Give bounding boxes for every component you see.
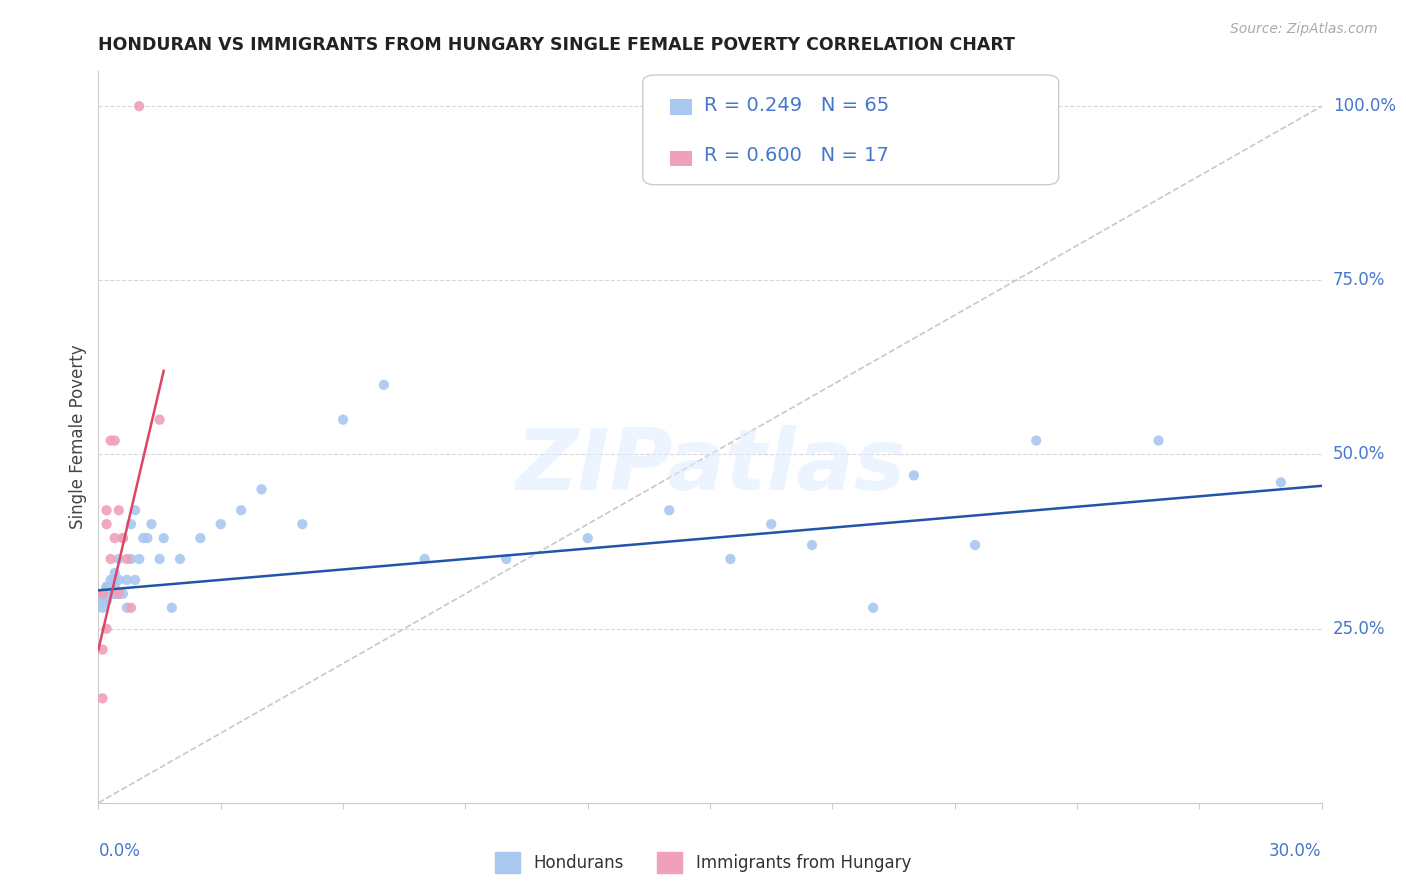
- Point: [115, 573, 138, 587]
- Point: [108, 552, 131, 566]
- Point: [862, 600, 884, 615]
- Point: [100, 580, 122, 594]
- Point: [120, 552, 142, 566]
- Point: [373, 377, 395, 392]
- Text: HONDURAN VS IMMIGRANTS FROM HUNGARY SINGLE FEMALE POVERTY CORRELATION CHART: HONDURAN VS IMMIGRANTS FROM HUNGARY SING…: [98, 36, 1015, 54]
- Point: [149, 412, 172, 426]
- Point: [91, 600, 114, 615]
- Point: [96, 594, 118, 608]
- Point: [96, 580, 118, 594]
- Point: [111, 531, 134, 545]
- Point: [718, 552, 742, 566]
- Point: [108, 587, 131, 601]
- Point: [332, 412, 354, 426]
- Point: [91, 587, 114, 601]
- Point: [104, 587, 127, 601]
- Point: [91, 594, 114, 608]
- Point: [152, 531, 174, 545]
- Point: [96, 517, 118, 532]
- Text: 0.0%: 0.0%: [98, 842, 141, 860]
- Point: [169, 552, 191, 566]
- FancyBboxPatch shape: [669, 99, 692, 115]
- Point: [1025, 434, 1047, 448]
- Point: [124, 573, 146, 587]
- Point: [413, 552, 436, 566]
- Point: [128, 99, 150, 113]
- Point: [291, 517, 314, 532]
- FancyBboxPatch shape: [669, 151, 692, 167]
- Point: [96, 587, 118, 601]
- Point: [658, 503, 681, 517]
- Text: 50.0%: 50.0%: [1333, 445, 1385, 464]
- FancyBboxPatch shape: [643, 75, 1059, 185]
- Point: [100, 587, 122, 601]
- Point: [801, 538, 824, 552]
- Point: [128, 552, 150, 566]
- Point: [91, 587, 114, 601]
- Point: [104, 573, 127, 587]
- Text: R = 0.249   N = 65: R = 0.249 N = 65: [704, 96, 889, 115]
- Point: [903, 468, 925, 483]
- Point: [100, 573, 122, 587]
- Point: [124, 503, 146, 517]
- Point: [111, 531, 134, 545]
- Point: [965, 538, 987, 552]
- Point: [250, 483, 273, 497]
- Point: [115, 552, 138, 566]
- Point: [231, 503, 253, 517]
- Point: [1270, 475, 1292, 490]
- Point: [91, 587, 114, 601]
- Point: [96, 503, 118, 517]
- Point: [1147, 434, 1170, 448]
- Point: [96, 580, 118, 594]
- Point: [100, 552, 122, 566]
- Point: [495, 552, 517, 566]
- Point: [96, 622, 118, 636]
- Point: [188, 531, 212, 545]
- Point: [136, 531, 159, 545]
- Point: [96, 587, 118, 601]
- Point: [100, 587, 122, 601]
- Point: [160, 600, 183, 615]
- Point: [108, 587, 131, 601]
- Point: [761, 517, 783, 532]
- Point: [115, 600, 138, 615]
- Point: [104, 587, 127, 601]
- Text: 75.0%: 75.0%: [1333, 271, 1385, 289]
- Y-axis label: Single Female Poverty: Single Female Poverty: [69, 345, 87, 529]
- Point: [100, 587, 122, 601]
- Text: Source: ZipAtlas.com: Source: ZipAtlas.com: [1230, 22, 1378, 37]
- Point: [91, 587, 114, 601]
- Point: [120, 600, 142, 615]
- Point: [108, 573, 131, 587]
- Point: [141, 517, 163, 532]
- Point: [576, 531, 599, 545]
- Point: [91, 691, 114, 706]
- Point: [100, 587, 122, 601]
- Point: [104, 434, 127, 448]
- Point: [104, 580, 127, 594]
- Legend: Hondurans, Immigrants from Hungary: Hondurans, Immigrants from Hungary: [488, 846, 918, 880]
- Point: [104, 531, 127, 545]
- Point: [96, 594, 118, 608]
- Text: ZIPatlas: ZIPatlas: [515, 425, 905, 508]
- Point: [96, 587, 118, 601]
- Text: 25.0%: 25.0%: [1333, 620, 1385, 638]
- Point: [100, 580, 122, 594]
- Point: [209, 517, 232, 532]
- Text: 100.0%: 100.0%: [1333, 97, 1396, 115]
- Point: [149, 552, 172, 566]
- Point: [132, 531, 155, 545]
- Point: [100, 434, 122, 448]
- Point: [111, 587, 134, 601]
- Point: [91, 642, 114, 657]
- Point: [96, 587, 118, 601]
- Text: 30.0%: 30.0%: [1270, 842, 1322, 860]
- Text: R = 0.600   N = 17: R = 0.600 N = 17: [704, 146, 889, 165]
- Point: [108, 503, 131, 517]
- Point: [96, 587, 118, 601]
- Point: [120, 517, 142, 532]
- Point: [104, 566, 127, 580]
